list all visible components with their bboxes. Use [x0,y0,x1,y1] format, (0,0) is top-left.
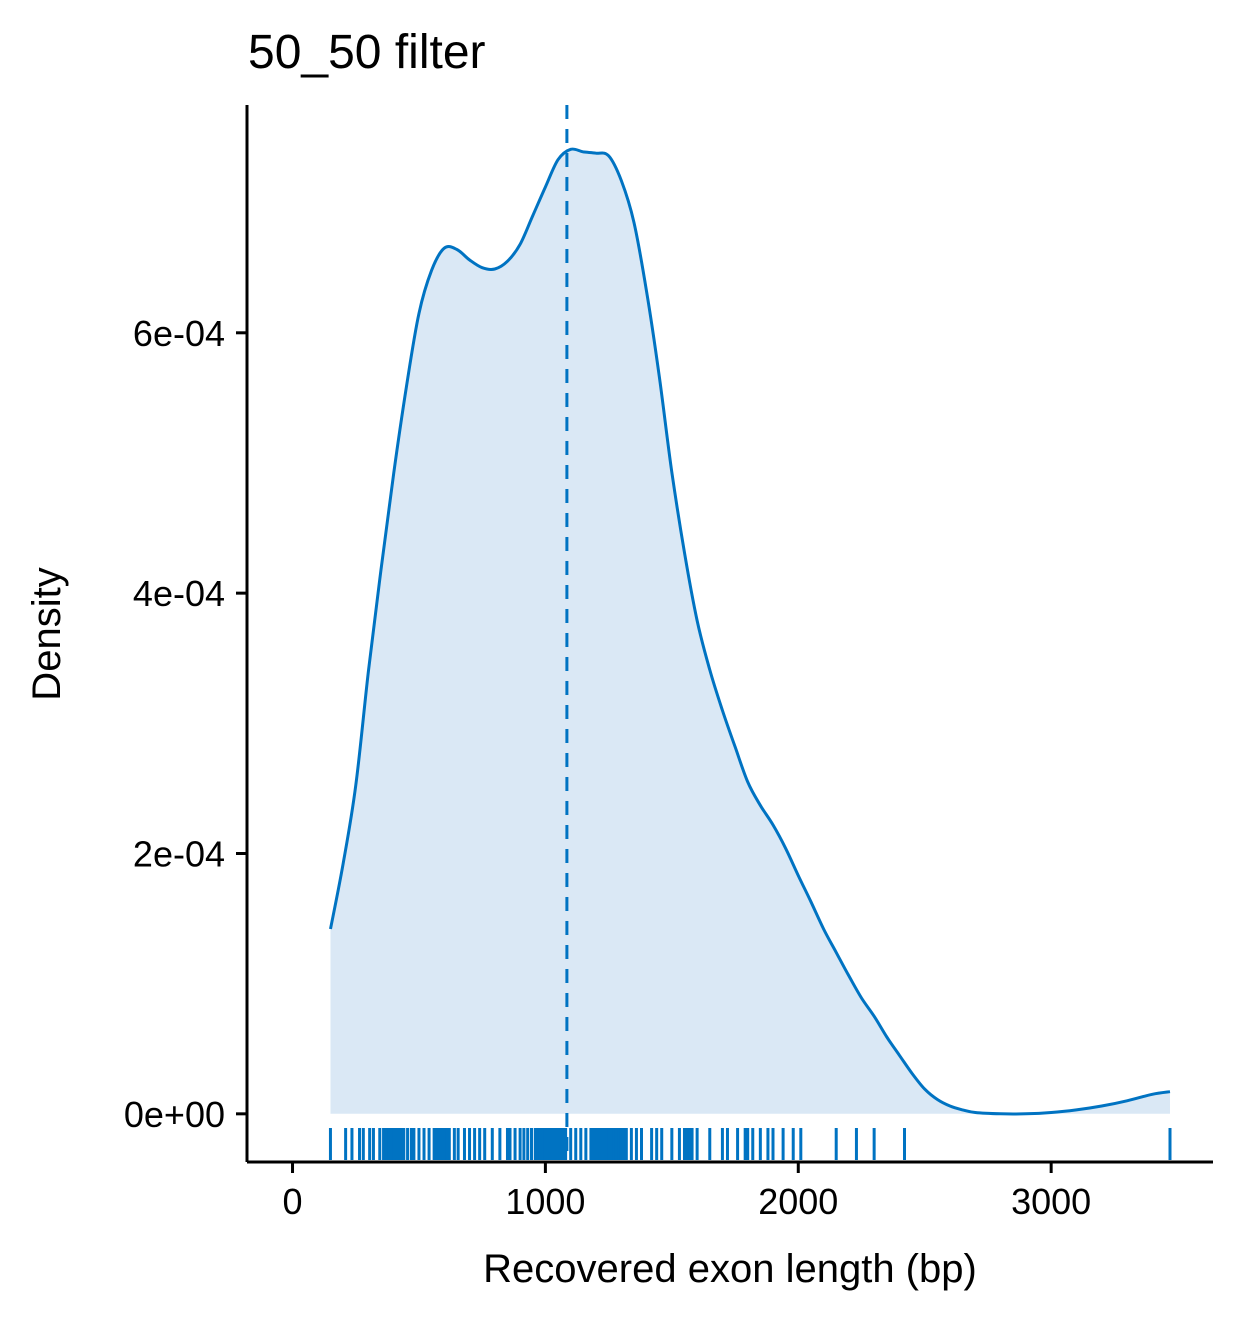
y-axis-label: Density [25,567,69,700]
y-tick-label: 6e-04 [133,313,225,354]
chart-title: 50_50 filter [248,26,486,79]
density-curve [329,147,1171,1116]
density-fill-area [330,148,1170,1115]
axes: 0 1000 2000 3000 0e+00 2e-04 4e-04 6e-04 [124,105,1213,1222]
y-tick-label: 4e-04 [133,573,225,614]
plot-area [328,105,1172,1162]
x-tick-label: 2000 [758,1181,838,1222]
x-tick-label: 3000 [1011,1181,1091,1222]
x-tick-label: 1000 [505,1181,585,1222]
y-tick-label: 0e+00 [124,1094,225,1135]
x-axis-label: Recovered exon length (bp) [483,1247,977,1291]
y-tick-label: 2e-04 [133,833,225,874]
x-tick-label: 0 [283,1181,303,1222]
